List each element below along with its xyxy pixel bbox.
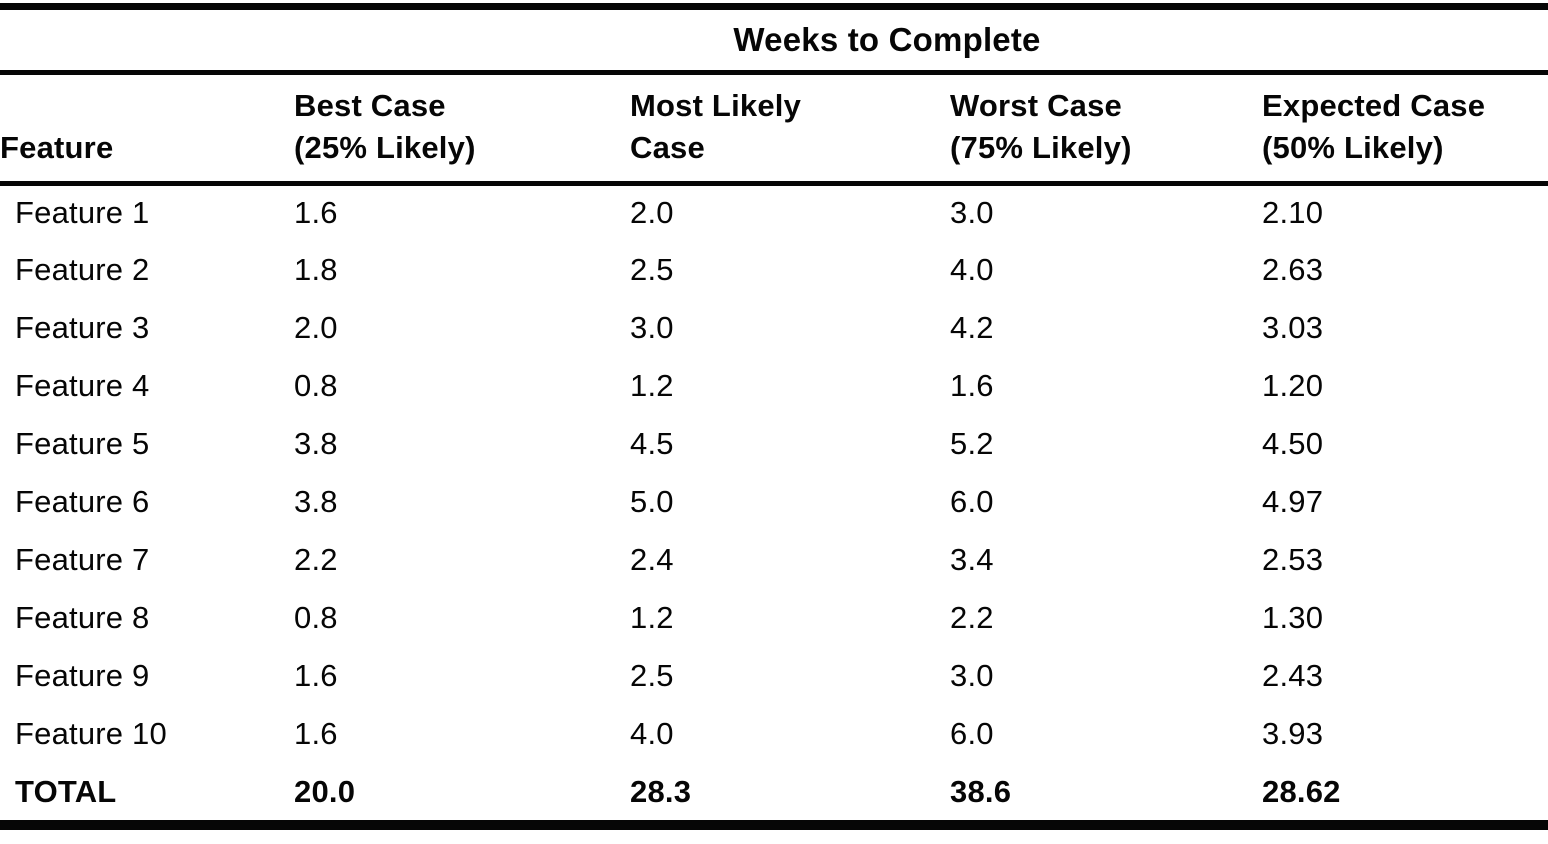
expected-case-cell: 3.93 — [1262, 716, 1324, 752]
best-case-cell: 2.2 — [294, 542, 338, 578]
expected-case-cell: 2.53 — [1262, 542, 1324, 578]
column-header-sublabel: (75% Likely) — [950, 129, 1132, 165]
table-row: Feature 1 1.6 2.0 3.0 2.10 — [0, 183, 1548, 241]
feature-cell: Feature 1 — [15, 195, 150, 231]
total-row: TOTAL 20.0 28.3 38.6 28.62 — [0, 763, 1548, 831]
total-expected-case: 28.62 — [1262, 763, 1548, 831]
estimation-table: Weeks to Complete Feature Best Case (25%… — [0, 3, 1548, 831]
column-header-feature: Feature — [0, 72, 294, 186]
table-row: Feature 5 3.8 4.5 5.2 4.50 — [0, 415, 1548, 473]
expected-case-cell: 1.30 — [1262, 600, 1324, 636]
best-case-cell: 3.8 — [294, 484, 338, 520]
feature-cell: Feature 9 — [15, 658, 150, 694]
best-case-cell: 0.8 — [294, 600, 338, 636]
most-likely-case-cell: 2.0 — [630, 195, 674, 231]
worst-case-cell: 6.0 — [950, 484, 994, 520]
most-likely-case-cell: 2.5 — [630, 252, 674, 288]
column-header-sublabel: (50% Likely) — [1262, 129, 1444, 165]
expected-case-cell: 1.20 — [1262, 368, 1324, 404]
table-row: Feature 4 0.8 1.2 1.6 1.20 — [0, 357, 1548, 415]
worst-case-cell: 2.2 — [950, 600, 994, 636]
best-case-cell: 2.0 — [294, 310, 338, 346]
column-header-label: Best Case — [294, 88, 446, 123]
worst-case-cell: 6.0 — [950, 716, 994, 752]
total-label: TOTAL — [0, 763, 294, 831]
column-header-row: Feature Best Case (25% Likely) Most Like… — [0, 72, 1548, 186]
worst-case-cell: 3.4 — [950, 542, 994, 578]
table-total-section: TOTAL 20.0 28.3 38.6 28.62 — [0, 763, 1548, 831]
table-row: Feature 3 2.0 3.0 4.2 3.03 — [0, 299, 1548, 357]
column-header-label: Expected Case — [1262, 88, 1486, 123]
expected-case-cell: 4.50 — [1262, 426, 1324, 462]
table-row: Feature 6 3.8 5.0 6.0 4.97 — [0, 473, 1548, 531]
expected-case-cell: 4.97 — [1262, 484, 1324, 520]
best-case-cell: 1.6 — [294, 195, 338, 231]
column-header-label: Feature — [0, 129, 114, 165]
feature-cell: Feature 7 — [15, 542, 150, 578]
total-worst-case: 38.6 — [950, 763, 1262, 831]
most-likely-case-cell: 1.2 — [630, 600, 674, 636]
spanner-empty-cell — [0, 6, 294, 75]
worst-case-cell: 4.2 — [950, 310, 994, 346]
feature-cell: Feature 4 — [15, 368, 150, 404]
best-case-cell: 3.8 — [294, 426, 338, 462]
worst-case-cell: 1.6 — [950, 368, 994, 404]
column-header-label: Most Likely — [630, 88, 802, 123]
table-body: Feature 1 1.6 2.0 3.0 2.10 Feature 2 1.8… — [0, 183, 1548, 763]
column-header-best-case: Best Case (25% Likely) — [294, 72, 630, 186]
worst-case-cell: 5.2 — [950, 426, 994, 462]
column-header-sublabel: Case — [630, 129, 705, 165]
feature-cell: Feature 2 — [15, 252, 150, 288]
most-likely-case-cell: 1.2 — [630, 368, 674, 404]
column-header-sublabel: (25% Likely) — [294, 129, 476, 165]
table-spanner-title: Weeks to Complete — [294, 6, 1548, 75]
best-case-cell: 1.6 — [294, 658, 338, 694]
table-row: Feature 2 1.8 2.5 4.0 2.63 — [0, 241, 1548, 299]
most-likely-case-cell: 4.5 — [630, 426, 674, 462]
table-row: Feature 7 2.2 2.4 3.4 2.53 — [0, 531, 1548, 589]
best-case-cell: 1.8 — [294, 252, 338, 288]
most-likely-case-cell: 4.0 — [630, 716, 674, 752]
best-case-cell: 0.8 — [294, 368, 338, 404]
table-row: Feature 9 1.6 2.5 3.0 2.43 — [0, 647, 1548, 705]
feature-cell: Feature 8 — [15, 600, 150, 636]
total-most-likely: 28.3 — [630, 763, 950, 831]
column-header-worst-case: Worst Case (75% Likely) — [950, 72, 1262, 186]
table-row: Feature 8 0.8 1.2 2.2 1.30 — [0, 589, 1548, 647]
feature-cell: Feature 5 — [15, 426, 150, 462]
feature-cell: Feature 6 — [15, 484, 150, 520]
expected-case-cell: 2.43 — [1262, 658, 1324, 694]
expected-case-cell: 2.10 — [1262, 195, 1324, 231]
worst-case-cell: 4.0 — [950, 252, 994, 288]
feature-cell: Feature 10 — [15, 716, 167, 752]
worst-case-cell: 3.0 — [950, 195, 994, 231]
feature-cell: Feature 3 — [15, 310, 150, 346]
column-header-expected-case: Expected Case (50% Likely) — [1262, 72, 1548, 186]
most-likely-case-cell: 5.0 — [630, 484, 674, 520]
expected-case-cell: 2.63 — [1262, 252, 1324, 288]
most-likely-case-cell: 2.4 — [630, 542, 674, 578]
table-row: Feature 10 1.6 4.0 6.0 3.93 — [0, 705, 1548, 763]
best-case-cell: 1.6 — [294, 716, 338, 752]
column-header-label: Worst Case — [950, 88, 1122, 123]
worst-case-cell: 3.0 — [950, 658, 994, 694]
column-header-most-likely: Most Likely Case — [630, 72, 950, 186]
total-best-case: 20.0 — [294, 763, 630, 831]
spanner-row: Weeks to Complete — [0, 6, 1548, 75]
most-likely-case-cell: 3.0 — [630, 310, 674, 346]
most-likely-case-cell: 2.5 — [630, 658, 674, 694]
expected-case-cell: 3.03 — [1262, 310, 1324, 346]
